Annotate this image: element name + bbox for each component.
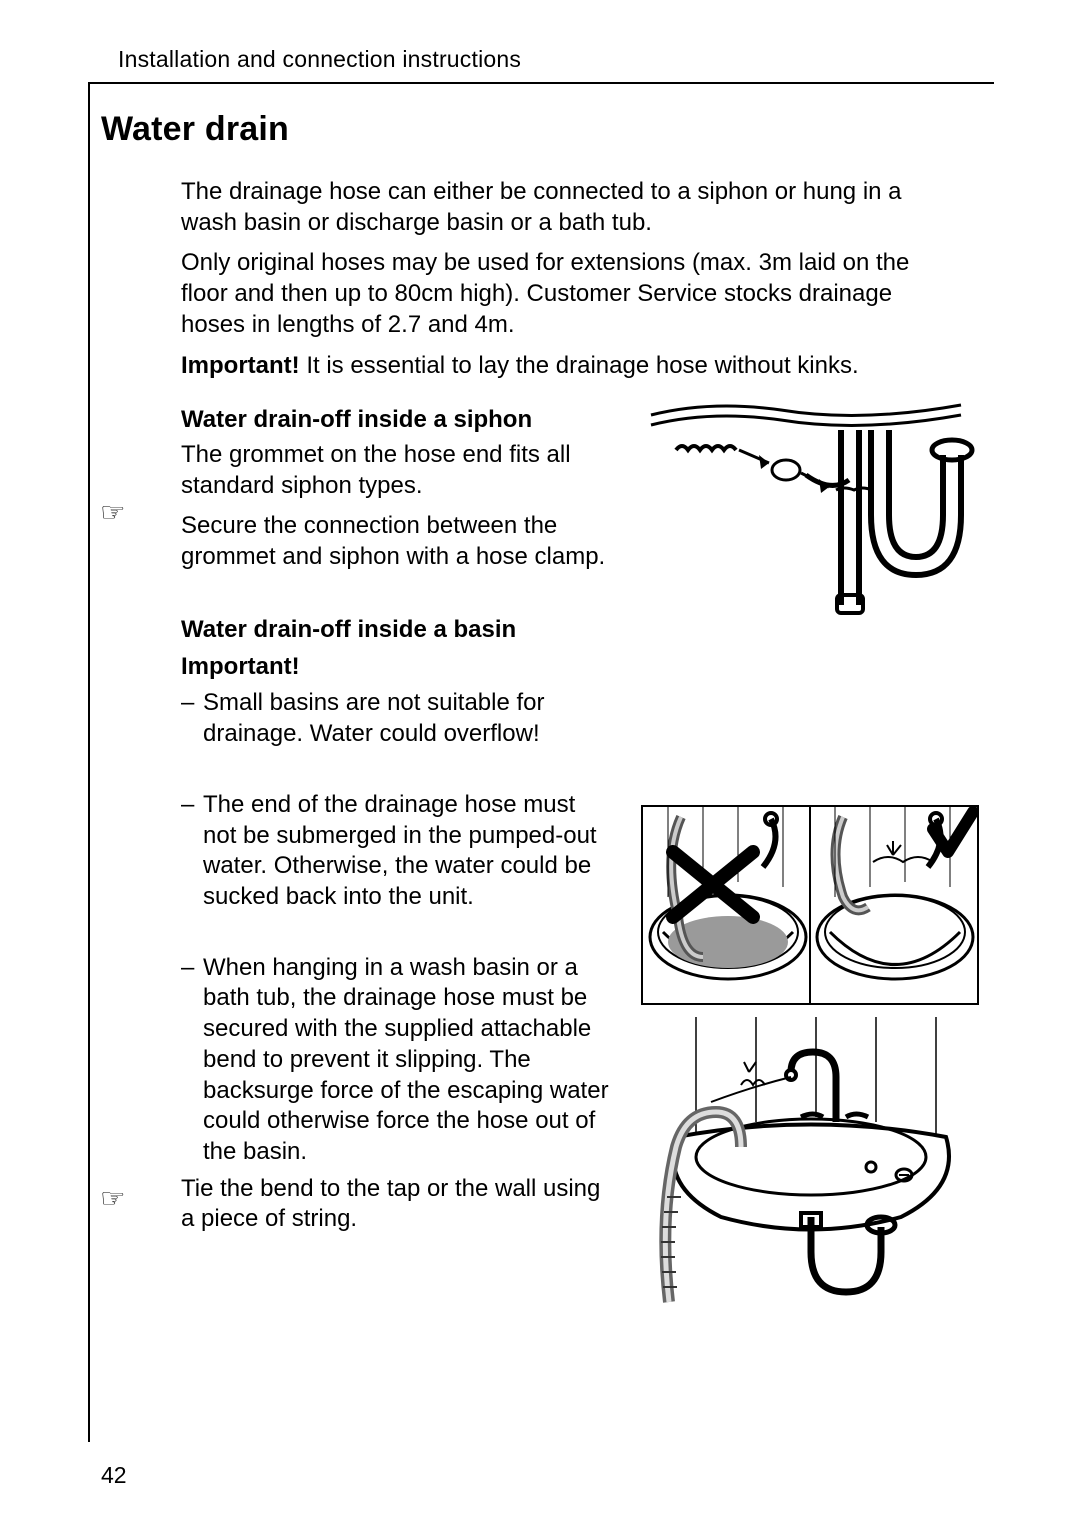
basin-secured-illustration (641, 1017, 979, 1307)
basin-heading: Water drain-off inside a basin (181, 615, 611, 646)
section-title: Water drain (101, 110, 981, 149)
siphon-action: Secure the connection between the gromme… (181, 511, 611, 572)
siphon-illustration (641, 395, 979, 625)
basin-bullet-3: When hanging in a wash basin or a bath t… (181, 953, 611, 1168)
basin-bullet-2: The end of the drainage hose must not be… (181, 790, 611, 913)
intro-paragraph-2: Only original hoses may be used for exte… (181, 248, 941, 340)
pointer-icon: ☞ (100, 497, 121, 528)
page-number: 42 (101, 1462, 127, 1489)
siphon-heading: Water drain-off inside a siphon (181, 405, 611, 436)
page-content: Water drain The drainage hose can either… (101, 110, 981, 1245)
siphon-section: Water drain-off inside a siphon The grom… (101, 405, 981, 573)
basin-bullet-1: Small basins are not suitable for draina… (181, 688, 611, 749)
important-line: Important! It is essential to lay the dr… (181, 351, 941, 382)
important-text: It is essential to lay the drainage hose… (300, 352, 859, 379)
important-label: Important! (181, 352, 300, 379)
siphon-text: The grommet on the hose end fits all sta… (181, 440, 611, 501)
intro-block: The drainage hose can either be connecte… (181, 177, 941, 381)
intro-paragraph-1: The drainage hose can either be connecte… (181, 177, 941, 238)
basin-section: Water drain-off inside a basin Important… (101, 615, 981, 1235)
pointer-icon: ☞ (100, 1183, 121, 1214)
basin-action: Tie the bend to the tap or the wall usin… (181, 1174, 611, 1235)
basin-wrong-right-illustration (641, 805, 979, 1005)
basin-important: Important! (181, 652, 611, 683)
running-head: Installation and connection instructions (118, 46, 521, 73)
